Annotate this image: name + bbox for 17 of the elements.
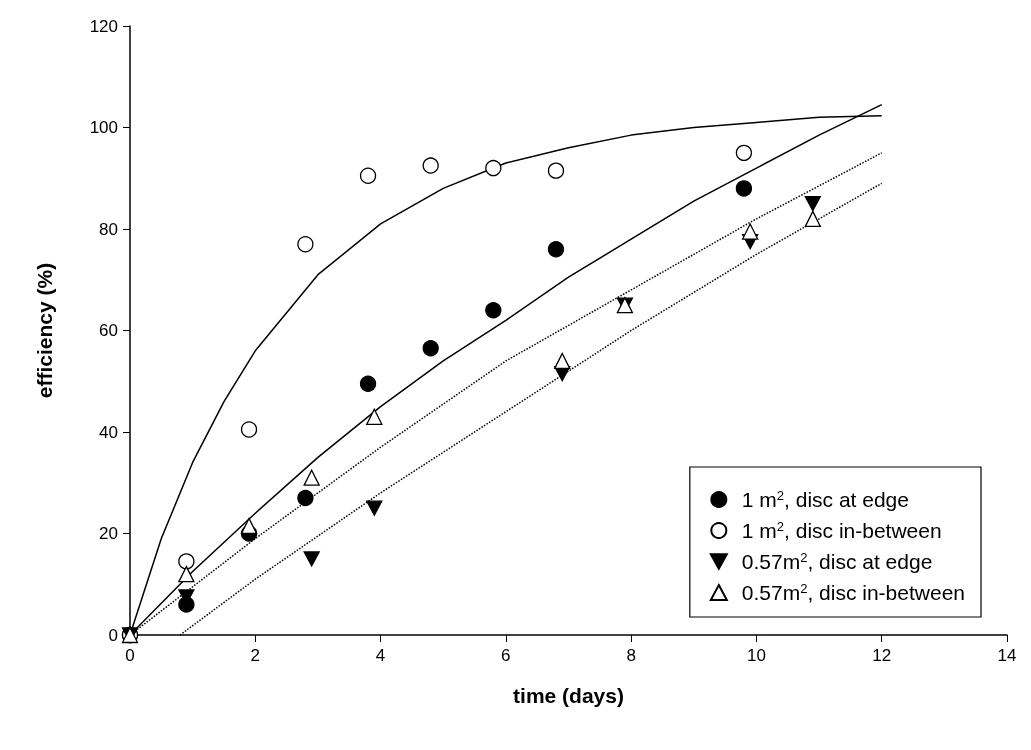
- x-tick-label: 8: [626, 646, 636, 665]
- y-tick-label: 100: [89, 118, 118, 137]
- x-tick-label: 14: [997, 646, 1017, 665]
- y-tick-label: 80: [99, 219, 118, 239]
- x-tick-label: 4: [375, 646, 386, 665]
- x-tick-label: 12: [872, 646, 892, 665]
- x-axis-title: time (days): [513, 684, 624, 707]
- y-tick-label: 20: [99, 524, 118, 543]
- y-tick-label: 0: [108, 625, 118, 645]
- x-tick-label: 10: [746, 646, 766, 665]
- y-axis-title: efficiency (%): [33, 262, 56, 399]
- x-tick-label: 2: [250, 646, 261, 665]
- x-tick-label: 6: [501, 646, 511, 665]
- y-tick-label: 40: [99, 422, 118, 442]
- y-tick-label: 60: [99, 321, 118, 340]
- y-tick-label: 120: [89, 16, 118, 36]
- x-tick-label: 0: [125, 646, 135, 665]
